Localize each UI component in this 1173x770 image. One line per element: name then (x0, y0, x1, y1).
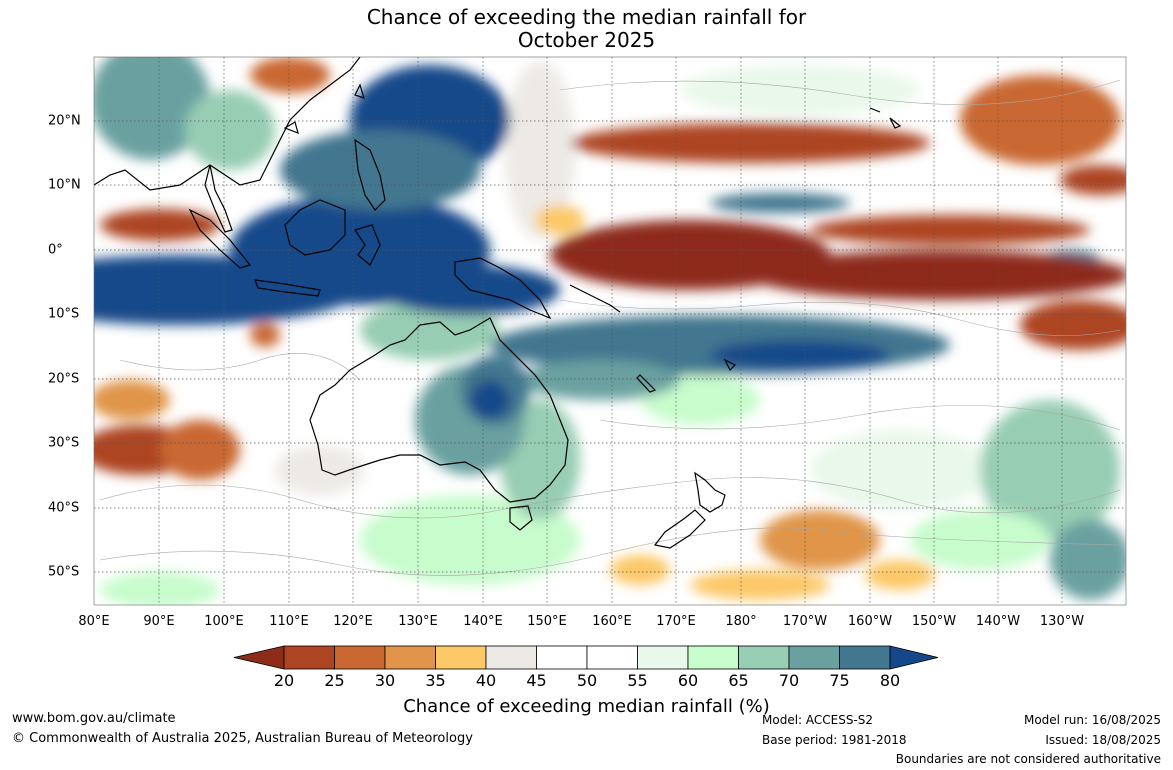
boundaries-disclaimer: Boundaries are not considered authoritat… (895, 752, 1161, 766)
colorbar-tick-label: 20 (273, 671, 295, 690)
latitude-label: 10°S (48, 306, 80, 322)
sulawesi-coast (354, 224, 381, 266)
longitude-label: 120°E (333, 614, 373, 629)
colorbar-segment (788, 645, 840, 670)
malay-peninsula-coast (204, 164, 233, 233)
hawaii-coast (869, 107, 902, 129)
australia-coast (309, 317, 569, 503)
tasmania-coast (509, 505, 533, 531)
longitude-label: 170°W (782, 614, 828, 629)
probability-field (94, 57, 1126, 605)
map-frame (93, 56, 1127, 606)
longitude-label: 170°E (656, 614, 696, 629)
colorbar-extend-low (233, 645, 285, 670)
colorbar-tick-label: 35 (425, 671, 446, 690)
longitude-label: 160°W (847, 614, 893, 629)
sumatra-coast (188, 208, 252, 269)
longitude-label: 150°W (911, 614, 957, 629)
colorbar-tick-label: 70 (778, 671, 800, 690)
longitude-label: 130°W (1039, 614, 1085, 629)
colorbar-tick-label: 30 (374, 671, 396, 690)
solomon-islands-coast (569, 284, 621, 313)
map-title-line1: Chance of exceeding the median rainfall … (366, 5, 807, 29)
colorbar-segment (738, 645, 790, 670)
colorbar-segment (485, 645, 537, 670)
new-zealand-south-coast (653, 509, 706, 549)
colorbar-tick-label: 75 (829, 671, 850, 690)
longitude-label: 160°E (592, 614, 632, 629)
latitude-label: 40°S (48, 500, 80, 516)
colorbar-segment (586, 645, 638, 670)
longitude-label: 130°E (398, 614, 438, 629)
colorbar-segment (435, 645, 487, 670)
colorbar-segment (536, 645, 588, 670)
model-run-date: Model run: 16/08/2025 (1023, 713, 1161, 727)
colorbar-segment (384, 645, 436, 670)
colorbar-segment (283, 645, 335, 670)
colorbar-tick-label: 50 (576, 671, 598, 690)
colorbar (233, 645, 939, 670)
base-period: Base period: 1981-2018 (762, 733, 907, 747)
graticule (94, 57, 1126, 605)
colorbar-tick-label: 80 (879, 671, 901, 690)
longitude-label: 100°E (204, 614, 244, 629)
longitude-label: 90°E (143, 614, 175, 629)
colorbar-label: Chance of exceeding median rainfall (%) (403, 696, 770, 717)
hainan-taiwan-coast (283, 83, 365, 134)
colorbar-tick-label: 65 (728, 671, 749, 690)
colorbar-segment (334, 645, 386, 670)
asia-coast (94, 57, 361, 191)
longitude-label: 80°E (78, 614, 110, 629)
map-title-line2: October 2025 (517, 28, 656, 52)
philippines-coast (354, 138, 386, 211)
issued-date: Issued: 18/08/2025 (1045, 733, 1161, 747)
latitude-label: 10°N (48, 177, 81, 193)
longitude-label: 140°W (975, 614, 1021, 629)
latitude-label: 50°S (48, 564, 80, 580)
colorbar-segment (637, 645, 689, 670)
colorbar-tick-label: 25 (324, 671, 345, 690)
new-guinea-coast (454, 257, 552, 320)
colorbar-tick-label: 40 (475, 671, 497, 690)
latitude-label: 20°S (48, 371, 80, 387)
coastlines (94, 57, 902, 549)
new-zealand-north-coast (694, 471, 726, 513)
borneo-coast (284, 199, 346, 256)
colorbar-segment (687, 645, 739, 670)
colorbar-segment (839, 645, 891, 670)
colorbar-tick-label: 60 (677, 671, 699, 690)
longitude-label: 150°E (527, 614, 567, 629)
model-name: Model: ACCESS-S2 (762, 713, 874, 727)
colorbar-extend-high (889, 645, 939, 670)
contour-lines (99, 79, 1121, 576)
latitude-label: 0° (48, 242, 63, 258)
java-coast (254, 279, 321, 297)
copyright-text: © Commonwealth of Australia 2025, Austra… (12, 731, 473, 746)
colorbar-tick-label: 45 (526, 671, 547, 690)
longitude-label: 110°E (269, 614, 309, 629)
fiji-coast (723, 358, 737, 372)
new-caledonia-coast (636, 374, 657, 393)
longitude-label: 140°E (463, 614, 503, 629)
longitude-label: 180° (725, 614, 757, 629)
colorbar-tick-label: 55 (627, 671, 648, 690)
latitude-label: 30°S (48, 435, 80, 451)
website-link[interactable]: www.bom.gov.au/climate (12, 711, 176, 726)
latitude-label: 20°N (48, 113, 81, 129)
